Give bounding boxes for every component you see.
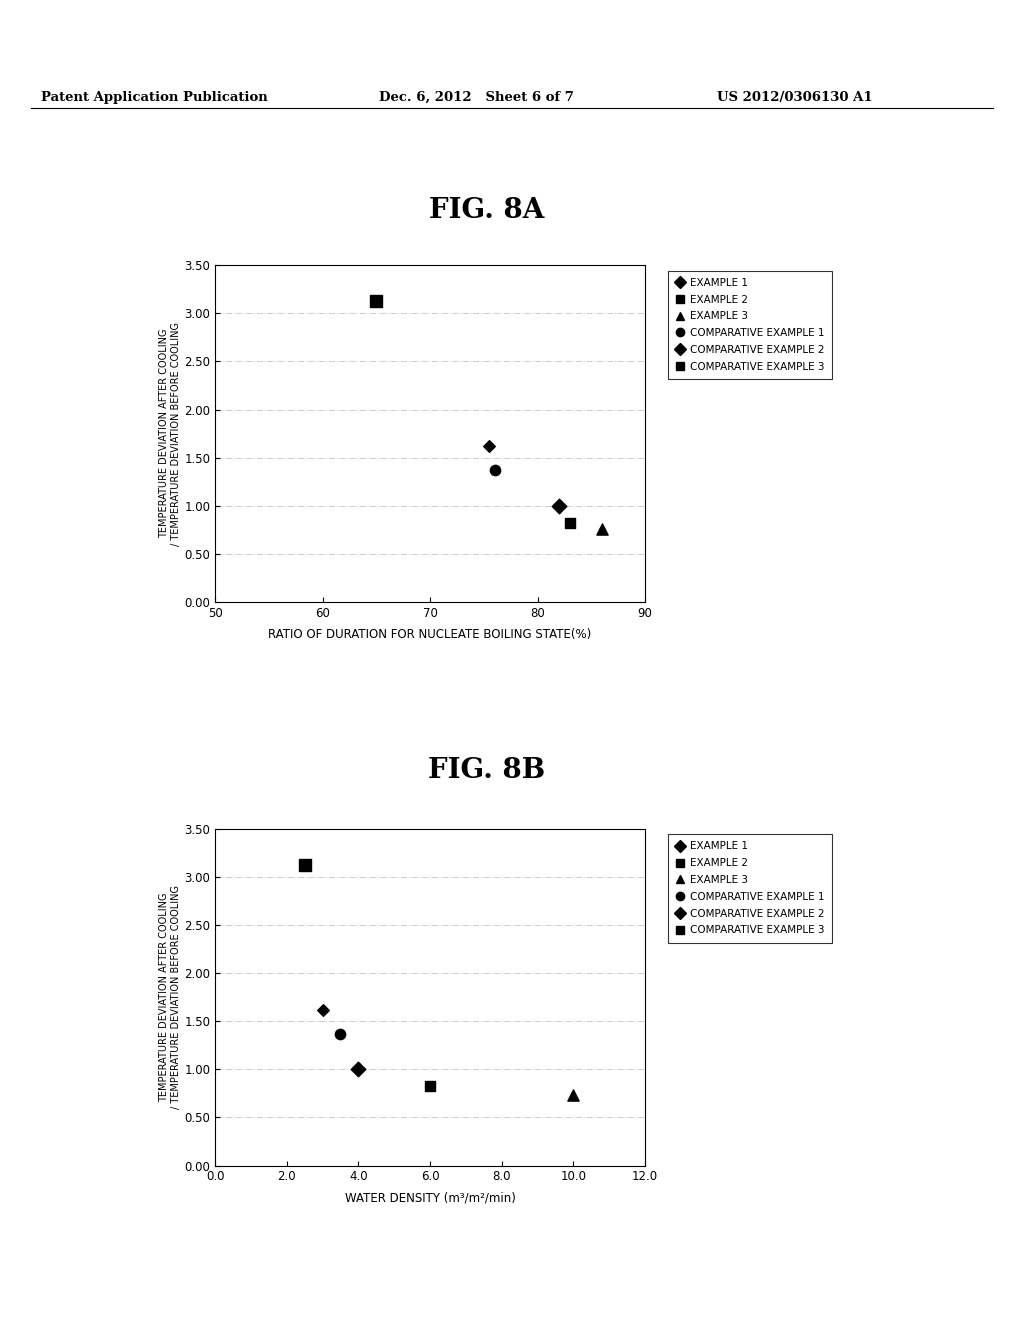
Text: US 2012/0306130 A1: US 2012/0306130 A1 bbox=[717, 91, 872, 104]
Point bbox=[481, 436, 498, 457]
Point bbox=[332, 1023, 348, 1044]
X-axis label: WATER DENSITY (m³/m²/min): WATER DENSITY (m³/m²/min) bbox=[345, 1192, 515, 1205]
Text: Dec. 6, 2012   Sheet 6 of 7: Dec. 6, 2012 Sheet 6 of 7 bbox=[379, 91, 573, 104]
Text: FIG. 8A: FIG. 8A bbox=[429, 197, 544, 224]
Legend: EXAMPLE 1, EXAMPLE 2, EXAMPLE 3, COMPARATIVE EXAMPLE 1, COMPARATIVE EXAMPLE 2, C: EXAMPLE 1, EXAMPLE 2, EXAMPLE 3, COMPARA… bbox=[668, 271, 833, 379]
X-axis label: RATIO OF DURATION FOR NUCLEATE BOILING STATE(%): RATIO OF DURATION FOR NUCLEATE BOILING S… bbox=[268, 628, 592, 642]
Point bbox=[314, 999, 331, 1020]
Point bbox=[594, 519, 610, 540]
Point bbox=[350, 1059, 367, 1080]
Point bbox=[369, 290, 385, 312]
Text: FIG. 8B: FIG. 8B bbox=[428, 756, 545, 784]
Point bbox=[562, 512, 579, 533]
Point bbox=[486, 459, 503, 480]
Point bbox=[551, 495, 567, 516]
Point bbox=[565, 1085, 582, 1106]
Y-axis label: TEMPERATURE DEVIATION AFTER COOLING
/ TEMPERATURE DEVIATION BEFORE COOLING: TEMPERATURE DEVIATION AFTER COOLING / TE… bbox=[159, 886, 181, 1109]
Point bbox=[422, 1076, 438, 1097]
Point bbox=[297, 854, 313, 875]
Y-axis label: TEMPERATURE DEVIATION AFTER COOLING
/ TEMPERATURE DEVIATION BEFORE COOLING: TEMPERATURE DEVIATION AFTER COOLING / TE… bbox=[159, 322, 181, 545]
Legend: EXAMPLE 1, EXAMPLE 2, EXAMPLE 3, COMPARATIVE EXAMPLE 1, COMPARATIVE EXAMPLE 2, C: EXAMPLE 1, EXAMPLE 2, EXAMPLE 3, COMPARA… bbox=[668, 834, 833, 942]
Text: Patent Application Publication: Patent Application Publication bbox=[41, 91, 267, 104]
